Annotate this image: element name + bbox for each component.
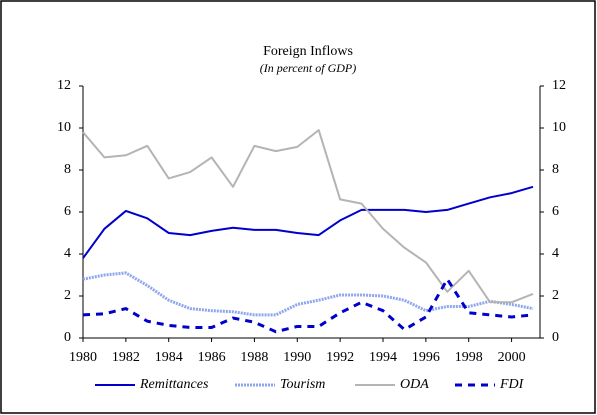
y2-tick-label: 8: [552, 162, 559, 177]
legend-label: FDI: [499, 377, 525, 392]
legend-label: Remittances: [139, 377, 209, 392]
y2-tick-label: 4: [552, 246, 559, 261]
y2-tick-label: 2: [552, 288, 559, 303]
x-tick-label: 1982: [112, 350, 140, 365]
y2-tick-label: 10: [552, 120, 566, 135]
x-tick-label: 1992: [326, 350, 354, 365]
x-tick-label: 1996: [412, 350, 440, 365]
x-tick-label: 1998: [455, 350, 483, 365]
x-tick-label: 2000: [498, 350, 526, 365]
y-tick-label: 0: [64, 330, 71, 345]
legend-label: ODA: [400, 377, 429, 392]
y-tick-label: 8: [64, 162, 71, 177]
data-line: [82, 129, 534, 304]
y-tick-label: 10: [57, 120, 71, 135]
y2-tick-label: 12: [552, 78, 566, 93]
x-tick-label: 1980: [69, 350, 97, 365]
x-tick-label: 1986: [198, 350, 226, 365]
y-tick-label: 6: [64, 204, 71, 219]
data-line: [82, 271, 534, 317]
x-tick-label: 1990: [283, 350, 311, 365]
x-tick-label: 1994: [369, 350, 397, 365]
x-tick-label: 1988: [240, 350, 268, 365]
y-tick-label: 4: [64, 246, 71, 261]
chart-title: Foreign Inflows: [263, 44, 353, 59]
chart-subtitle: (In percent of GDP): [260, 61, 357, 75]
data-line: [82, 185, 534, 259]
y2-tick-label: 0: [552, 330, 559, 345]
data-line: [82, 277, 534, 334]
y-tick-label: 2: [64, 288, 71, 303]
y-tick-label: 12: [57, 78, 71, 93]
legend-label: Tourism: [280, 377, 325, 392]
x-tick-label: 1984: [155, 350, 183, 365]
y2-tick-label: 6: [552, 204, 559, 219]
